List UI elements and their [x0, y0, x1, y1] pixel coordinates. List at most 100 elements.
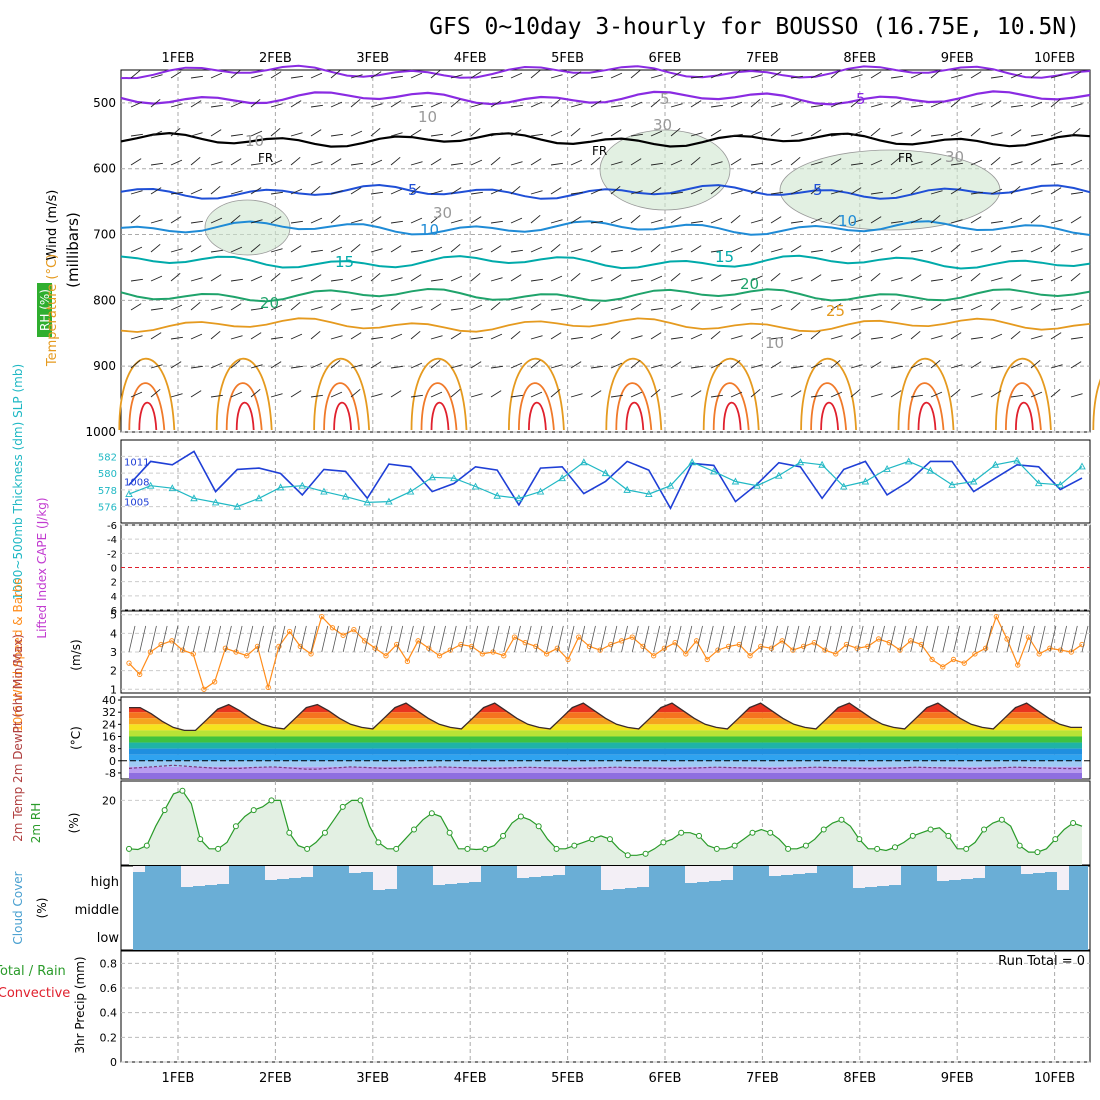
- contour-label: 10: [838, 212, 857, 230]
- wind-barb: [190, 220, 203, 224]
- wind-barb: [750, 74, 763, 79]
- wind-barb: [810, 72, 823, 79]
- wind-barb-10m: [310, 625, 318, 653]
- wind-barb: [130, 335, 143, 340]
- wind-barb: [790, 188, 803, 195]
- wind-barb: [450, 219, 463, 224]
- wind-speed-marker: [725, 643, 732, 650]
- wind-barb: [390, 100, 402, 108]
- wind-barb: [990, 156, 1001, 166]
- rh-marker: [1016, 842, 1023, 849]
- wind-barb: [670, 103, 683, 108]
- wind-speed-marker: [597, 647, 603, 653]
- wind-barb: [590, 75, 603, 79]
- wind-barb: [850, 98, 861, 108]
- thickness-marker: [363, 498, 372, 506]
- wind-barb: [1010, 217, 1023, 224]
- wind-barb: [650, 332, 662, 340]
- ytick-slp: 1011: [124, 457, 149, 468]
- wind-barb: [650, 307, 663, 311]
- date-label-top: 7FEB: [746, 51, 779, 66]
- wind-barb-10m: [203, 625, 211, 653]
- isotherm-loop: [625, 401, 645, 431]
- wind-barb: [650, 187, 662, 195]
- rh-marker: [482, 845, 489, 852]
- cloud-high-gap: [853, 866, 865, 888]
- date-label-bottom: 9FEB: [941, 1071, 974, 1086]
- wind-barb: [890, 245, 902, 253]
- wind-barb: [670, 336, 683, 340]
- wind-barb: [410, 161, 423, 166]
- date-label-bottom: 5FEB: [551, 1071, 584, 1086]
- wind-barb: [430, 133, 443, 137]
- cloud-high-gap: [193, 866, 205, 886]
- wind-barb-10m: [171, 625, 179, 653]
- wind-barb: [710, 362, 723, 369]
- wind-barb: [1010, 161, 1023, 166]
- ytick-thickness: 580: [98, 469, 117, 480]
- units-rh2m: (%): [67, 813, 81, 834]
- wind-barb: [590, 390, 602, 398]
- ylabel-temp: Temperature (°C): [45, 254, 60, 367]
- wind-barb: [950, 219, 963, 224]
- rh-marker: [161, 807, 168, 814]
- contour-label: FR: [258, 151, 273, 165]
- wind-barb-10m: [224, 625, 232, 653]
- wind-barb: [370, 127, 381, 137]
- wind-barb: [650, 98, 661, 108]
- rh-marker: [802, 842, 809, 849]
- wind-barb-10m: [856, 625, 864, 653]
- temp-band: [129, 760, 1082, 767]
- wind-barb-10m: [128, 625, 136, 653]
- wind-barb: [870, 304, 883, 311]
- rh-marker: [232, 823, 239, 830]
- wind-speed-marker: [629, 634, 635, 640]
- wind-barb-10m: [407, 625, 414, 653]
- ytick-thickness: 582: [98, 452, 117, 463]
- wind-barb: [850, 130, 863, 137]
- wind-barb: [910, 185, 921, 195]
- ytick-temp: 8: [109, 743, 116, 756]
- isotherm-loop: [712, 382, 750, 431]
- wind-barb-10m: [867, 625, 875, 653]
- wind-barb: [150, 388, 161, 398]
- wind-barb: [570, 272, 581, 282]
- rh-marker: [375, 839, 382, 846]
- cloud-high-gap: [469, 866, 481, 882]
- wind-barb: [150, 307, 163, 311]
- isotherm-loop: [528, 401, 547, 431]
- isotherm-loop: [1005, 382, 1042, 431]
- wind-barb: [890, 365, 903, 369]
- cloud-high-gap: [301, 866, 313, 877]
- wind-barb: [290, 333, 303, 340]
- ytick-slp: 1008: [124, 478, 149, 489]
- wind-barb: [750, 130, 763, 137]
- wind-barb: [290, 188, 303, 195]
- wind-barb: [710, 249, 723, 253]
- wind-barb: [490, 277, 503, 282]
- date-label-bottom: 8FEB: [843, 1071, 876, 1086]
- wind-barb-10m: [888, 625, 896, 653]
- wind-barb: [490, 365, 503, 369]
- wind-barb: [570, 159, 583, 166]
- wind-barb: [450, 243, 461, 253]
- cloud-high-gap: [865, 866, 877, 887]
- thickness-marker: [471, 482, 480, 490]
- wind-barb: [170, 71, 182, 79]
- wind-barb: [710, 129, 722, 137]
- wind-barb: [130, 359, 141, 369]
- rh-marker: [731, 842, 738, 849]
- wind-barb: [230, 278, 243, 282]
- wind-barb: [990, 301, 1001, 311]
- wind-speed-marker: [640, 643, 646, 650]
- wind-barb: [1050, 388, 1061, 398]
- wind-barb-10m: [150, 625, 157, 653]
- date-label-top: 9FEB: [941, 51, 974, 66]
- wind-barb: [210, 217, 223, 224]
- temp-band: [129, 742, 1082, 749]
- wind-barb: [130, 303, 142, 311]
- units-wind10m: (m/s): [69, 639, 83, 670]
- wind-barb: [570, 216, 582, 224]
- wind-barb: [930, 214, 941, 224]
- wind-barb: [790, 100, 802, 108]
